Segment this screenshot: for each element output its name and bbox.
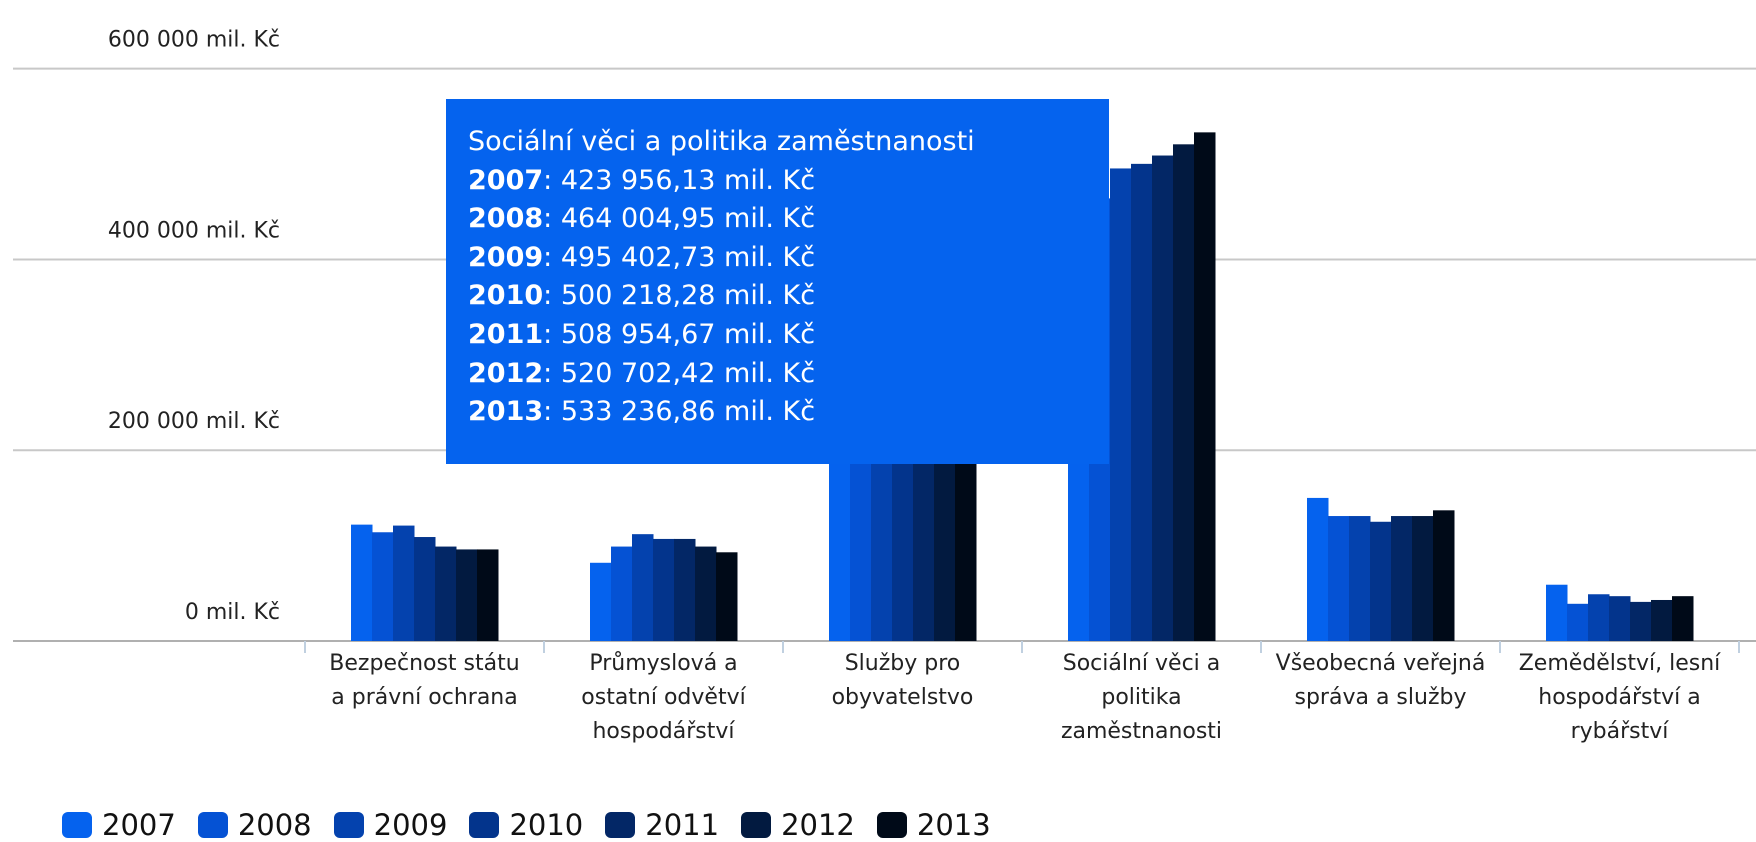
legend-swatch [197,812,228,838]
y-tick-label: 400 000 mil. Kč [108,218,280,243]
bar [477,549,499,641]
tooltip-row: 2013: 533 236,86 mil. Kč [468,396,816,428]
legend-swatch [469,812,500,838]
bar [1328,516,1350,641]
tooltip-row: 2010: 500 218,28 mil. Kč [468,280,816,312]
tooltip-row: 2009: 495 402,73 mil. Kč [468,241,816,273]
x-tick-label: Sociální věci a politika zaměstnanosti [1060,651,1223,744]
bar [1651,599,1673,641]
tooltip-value: 520 702,42 mil. Kč [560,357,816,389]
bar [1131,163,1153,641]
legend-label: 2008 [237,808,312,842]
bar [351,524,373,641]
bar [1567,603,1589,641]
tooltip-value: 495 402,73 mil. Kč [560,241,816,273]
bar [393,525,415,641]
legend-label: 2012 [781,808,855,842]
bar [1152,155,1174,641]
legend-item: 2011 [605,808,719,842]
legend-item: 2010 [469,808,583,842]
bar [653,538,675,641]
x-tick-label: Průmyslová a ostatní odvětví hospodářstv… [581,651,746,744]
tooltip-year: 2007 [468,164,544,196]
legend-item: 2007 [62,808,176,842]
bar [674,538,696,641]
x-tick-label: Všeobecná veřejná správa a služby [1275,651,1486,710]
tooltip-year: 2011 [468,318,544,350]
x-tick-label: Služby pro obyvatelstvo [831,651,974,710]
x-tick-label: Bezpečnost státu a právní ochrana [329,651,520,710]
legend-item: 2013 [876,808,991,842]
bar [435,546,457,641]
legend-swatch [741,812,772,838]
legend-swatch [876,812,907,838]
tooltip-row: 2008: 464 004,95 mil. Kč [468,203,816,235]
tooltip-row: 2011: 508 954,67 mil. Kč [468,318,816,350]
legend-label: 2009 [373,808,448,842]
bar [1412,516,1434,641]
tooltip-value: 500 218,28 mil. Kč [560,280,816,312]
bar [456,549,478,641]
y-tick-label: 200 000 mil. Kč [108,409,280,434]
bar [716,552,738,641]
bar [1349,516,1371,641]
legend-swatch [62,812,92,838]
bar [1609,596,1631,641]
legend-swatch [605,812,636,838]
tooltip-title: Sociální věci a politika zaměstnanosti [468,126,975,157]
bar [1672,596,1694,641]
tooltip-row: 2012: 520 702,42 mil. Kč [468,357,816,389]
bar [1391,516,1413,641]
legend-label: 2010 [509,808,584,842]
bar [611,546,633,641]
bar [1630,601,1652,641]
legend-label: 2013 [916,808,991,842]
bar [1546,584,1568,641]
legend: 2007 2008 2009 2010 2011 2012 2013 [62,808,991,842]
tooltip-value: 464 004,95 mil. Kč [560,203,816,235]
tooltip-value: 508 954,67 mil. Kč [560,318,816,350]
legend-item: 2008 [197,808,312,842]
bar [695,546,717,641]
x-tick-label: Zemědělství, lesní hospodářství a rybářs… [1518,651,1721,744]
tooltip-value: 533 236,86 mil. Kč [560,396,816,428]
bar [1307,497,1329,641]
bar [1433,510,1455,641]
bar [372,532,394,641]
bar [1194,132,1216,641]
tooltip-year: 2012 [468,357,544,389]
tooltip-value: 423 956,13 mil. Kč [560,164,816,196]
tooltip: Sociální věci a politika zaměstnanosti 2… [446,99,1109,464]
legend-swatch [333,812,364,838]
bar [1370,521,1392,641]
bar [1173,144,1195,641]
tooltip-year: 2013 [468,396,544,428]
bar [414,537,436,641]
bar [590,562,612,641]
legend-item: 2009 [333,808,448,842]
y-tick-label: 600 000 mil. Kč [108,28,280,53]
tooltip-year: 2010 [468,280,544,312]
bar [1110,168,1132,641]
legend-label: 2011 [645,808,720,842]
tooltip-year: 2008 [468,203,544,235]
bar [1588,594,1610,641]
legend-label: 2007 [102,808,176,842]
tooltip-year: 2009 [468,241,544,273]
y-tick-label: 0 mil. Kč [185,600,280,625]
tooltip-row: 2007: 423 956,13 mil. Kč [468,164,816,196]
legend-item: 2012 [741,808,855,842]
bar [632,534,654,641]
